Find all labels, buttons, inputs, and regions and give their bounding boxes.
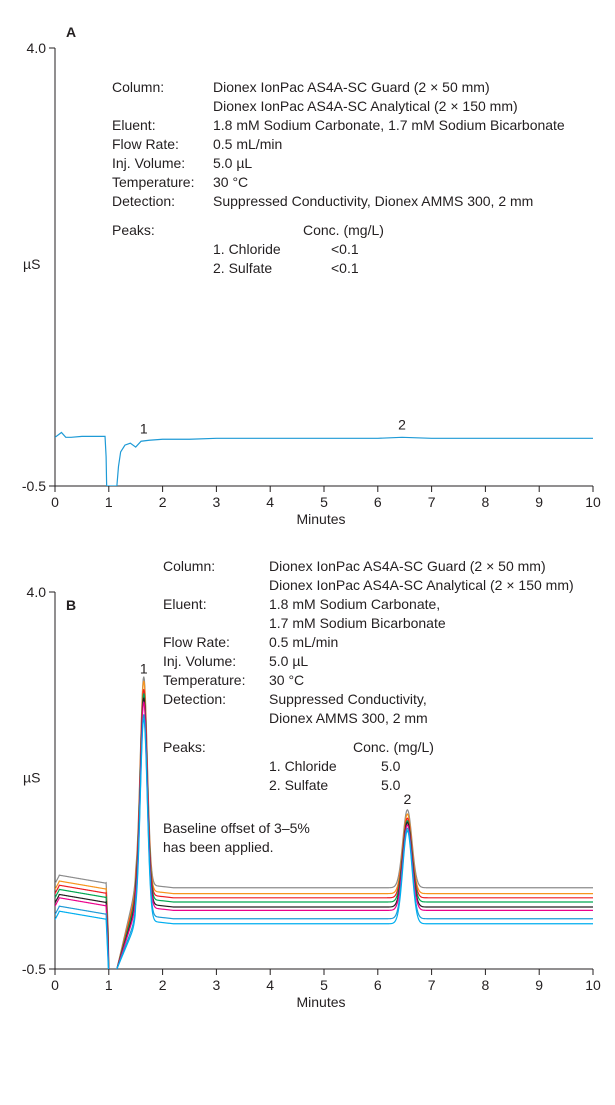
info-label: Eluent: [112, 117, 156, 133]
series-line-6 [55, 701, 593, 969]
x-tick-label: 0 [51, 494, 59, 510]
peak-name: 2. Sulfate [269, 777, 328, 793]
x-tick-label: 2 [159, 494, 167, 510]
peak-name: 2. Sulfate [213, 260, 272, 276]
series-line-7 [55, 714, 593, 969]
panel-b: 0 1 2 3 4 5 6 7 8 9 10 -0.5 4.0 Minutes µS B Column: Dion… [22, 558, 601, 1010]
info-value: 1.8 mM Sodium Carbonate, [269, 596, 440, 612]
peak-marker-label: 1 [140, 660, 148, 676]
info-label: Detection: [112, 193, 175, 209]
x-tick-label: 2 [159, 977, 167, 993]
x-tick-label: 3 [213, 494, 221, 510]
y-tick-label: 4.0 [27, 40, 47, 56]
x-tick-label: 8 [482, 494, 490, 510]
info-value: 1.8 mM Sodium Carbonate, 1.7 mM Sodium B… [213, 117, 565, 133]
info-label: Eluent: [163, 596, 207, 612]
info-label: Temperature: [112, 174, 194, 190]
peaks-label: Peaks: [112, 222, 155, 238]
x-tick-label: 6 [374, 977, 382, 993]
y-axis-label: µS [23, 770, 40, 786]
x-axis-label: Minutes [296, 511, 345, 527]
panel-label: A [66, 24, 76, 40]
x-tick-label: 7 [428, 977, 436, 993]
x-tick-label: 5 [320, 494, 328, 510]
x-tick-label: 4 [266, 977, 274, 993]
info-label: Detection: [163, 691, 226, 707]
panel-label: B [66, 597, 76, 613]
peak-conc: <0.1 [331, 241, 359, 257]
baseline-note: has been applied. [163, 839, 274, 855]
peaks-label: Peaks: [163, 739, 206, 755]
x-tick-label: 1 [105, 977, 113, 993]
info-value: Suppressed Conductivity, Dionex AMMS 300… [213, 193, 533, 209]
info-value: Suppressed Conductivity, [269, 691, 427, 707]
info-label: Inj. Volume: [163, 653, 236, 669]
info-value: 1.7 mM Sodium Bicarbonate [269, 615, 446, 631]
y-tick-label: 4.0 [27, 584, 47, 600]
info-value: Dionex IonPac AS4A-SC Guard (2 × 50 mm) [213, 79, 490, 95]
peak-conc: 5.0 [381, 777, 401, 793]
peak-name: 1. Chloride [269, 758, 337, 774]
conc-header: Conc. (mg/L) [303, 222, 384, 238]
series-line-4 [55, 693, 593, 969]
x-tick-label: 5 [320, 977, 328, 993]
x-tick-label: 10 [585, 494, 601, 510]
info-value: Dionex IonPac AS4A-SC Guard (2 × 50 mm) [269, 558, 546, 574]
series-line-2 [55, 680, 593, 969]
info-label: Column: [112, 79, 164, 95]
x-tick-label: 6 [374, 494, 382, 510]
info-label: Inj. Volume: [112, 155, 185, 171]
info-value: 5.0 µL [269, 653, 308, 669]
series-line-8 [55, 718, 593, 969]
peak-marker-label: 2 [403, 791, 411, 807]
info-value: 0.5 mL/min [269, 634, 338, 650]
x-axis-label: Minutes [296, 994, 345, 1010]
y-tick-label: -0.5 [22, 961, 46, 977]
info-label: Column: [163, 558, 215, 574]
y-tick-label: -0.5 [22, 478, 46, 494]
info-value: 30 °C [213, 174, 248, 190]
peak-conc: 5.0 [381, 758, 401, 774]
info-value: Dionex AMMS 300, 2 mm [269, 710, 428, 726]
x-tick-label: 7 [428, 494, 436, 510]
peak-conc: <0.1 [331, 260, 359, 276]
info-label: Temperature: [163, 672, 245, 688]
peak-name: 1. Chloride [213, 241, 281, 257]
peak-marker-label: 1 [140, 420, 148, 436]
series-line-3 [55, 689, 593, 969]
info-label: Flow Rate: [163, 634, 230, 650]
info-value: 0.5 mL/min [213, 136, 282, 152]
x-tick-label: 3 [213, 977, 221, 993]
series-line-5 [55, 697, 593, 969]
conc-header: Conc. (mg/L) [353, 739, 434, 755]
baseline-note: Baseline offset of 3–5% [163, 820, 310, 836]
info-label: Flow Rate: [112, 136, 179, 152]
x-tick-label: 4 [266, 494, 274, 510]
info-value: Dionex IonPac AS4A-SC Analytical (2 × 15… [213, 98, 518, 114]
x-tick-label: 1 [105, 494, 113, 510]
x-tick-label: 8 [482, 977, 490, 993]
peak-marker-label: 2 [398, 417, 406, 433]
x-tick-label: 9 [535, 977, 543, 993]
info-value: Dionex IonPac AS4A-SC Analytical (2 × 15… [269, 577, 574, 593]
y-axis-label: µS [23, 256, 40, 272]
info-value: 30 °C [269, 672, 304, 688]
series-line-1 [55, 431, 593, 486]
x-tick-label: 10 [585, 977, 601, 993]
x-tick-label: 0 [51, 977, 59, 993]
panel-a: 0 1 2 3 4 5 6 7 8 9 10 -0.5 4.0 Minutes µS A Column: Dion… [22, 24, 601, 527]
x-tick-label: 9 [535, 494, 543, 510]
info-value: 5.0 µL [213, 155, 252, 171]
